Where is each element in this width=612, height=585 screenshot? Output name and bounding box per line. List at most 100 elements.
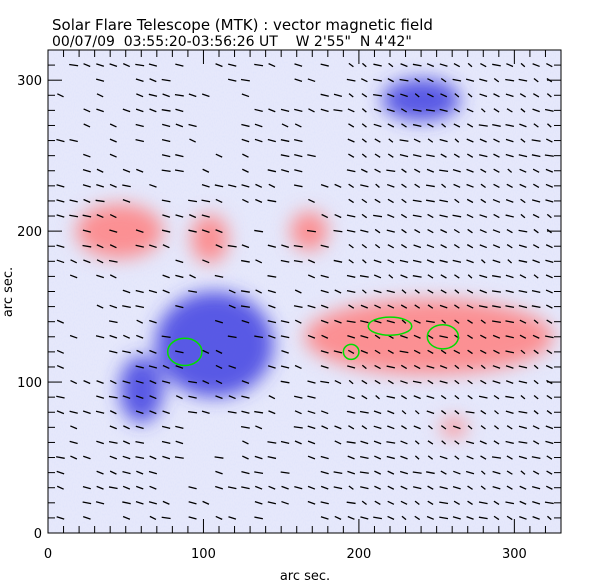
field-vector	[294, 169, 303, 173]
field-vector	[267, 455, 277, 460]
field-vector	[414, 410, 420, 415]
field-vector	[453, 349, 461, 354]
field-vector	[400, 440, 408, 445]
field-vector	[467, 228, 473, 234]
field-vector	[427, 334, 434, 339]
field-vector	[494, 410, 499, 415]
field-vector	[453, 425, 461, 430]
field-vector	[492, 123, 501, 127]
field-vector	[280, 259, 290, 263]
field-vector	[241, 138, 250, 143]
field-vector	[479, 214, 488, 218]
field-vector	[320, 108, 329, 113]
field-vector	[519, 516, 527, 520]
field-vector	[373, 425, 382, 430]
field-vector	[161, 440, 171, 444]
field-vector	[281, 485, 289, 490]
y-axis-label: arc sec.	[1, 267, 16, 317]
field-vector	[95, 410, 105, 414]
field-vector	[453, 62, 461, 68]
field-vector	[439, 259, 448, 263]
field-vector	[454, 440, 460, 445]
field-vector	[202, 500, 210, 505]
field-vector	[400, 304, 408, 309]
field-vector	[201, 410, 210, 415]
field-vector	[123, 334, 130, 339]
negative-polarity-region	[382, 78, 460, 121]
field-vector	[240, 305, 250, 308]
field-vector	[387, 379, 394, 385]
field-vector	[215, 349, 223, 354]
field-vector	[294, 410, 302, 415]
contour-ellipse	[166, 337, 203, 367]
field-vector	[214, 319, 224, 324]
field-vector	[188, 199, 198, 203]
field-vector	[294, 139, 303, 143]
field-vector	[374, 364, 381, 370]
field-vector	[135, 63, 145, 67]
field-vector	[307, 410, 316, 415]
field-vector	[228, 395, 236, 400]
field-vector	[268, 395, 276, 400]
field-vector	[347, 395, 355, 400]
field-vector	[360, 440, 369, 445]
field-vector	[346, 410, 356, 414]
field-vector	[399, 470, 408, 475]
field-vector	[480, 379, 487, 385]
field-vector	[307, 500, 316, 505]
field-vector	[333, 350, 343, 354]
field-vector	[333, 109, 343, 112]
field-vector	[453, 500, 460, 505]
field-vector	[201, 214, 210, 218]
field-vector	[399, 78, 409, 82]
field-vector	[439, 486, 448, 490]
field-vector	[333, 259, 343, 263]
field-vector	[493, 394, 500, 400]
field-vector	[491, 456, 502, 459]
field-vector	[281, 500, 289, 505]
field-vector	[347, 349, 355, 355]
field-vector	[215, 485, 223, 490]
field-vector	[518, 78, 528, 82]
field-vector	[361, 213, 368, 219]
field-vector	[505, 289, 514, 294]
field-vector	[439, 335, 448, 339]
field-vector	[149, 455, 157, 460]
field-vector	[387, 349, 394, 355]
field-vector	[175, 154, 184, 158]
field-vector	[401, 410, 407, 415]
field-vector	[544, 154, 554, 157]
field-vector	[149, 349, 157, 354]
field-vector	[307, 334, 316, 339]
field-vector	[546, 349, 553, 355]
field-vector	[202, 259, 210, 264]
field-vector	[467, 274, 473, 279]
field-vector	[412, 108, 422, 112]
field-vector	[149, 183, 157, 188]
field-vector	[280, 335, 290, 339]
field-vector	[519, 93, 526, 98]
field-vector	[242, 168, 249, 173]
field-vector	[56, 395, 65, 399]
field-vector	[308, 108, 315, 113]
field-vector	[546, 319, 553, 324]
field-vector	[307, 440, 316, 445]
field-vector	[347, 334, 356, 339]
field-vector	[280, 139, 290, 143]
field-vector	[348, 485, 354, 490]
field-vector	[135, 229, 144, 233]
field-vector	[519, 168, 527, 173]
field-vector	[149, 380, 157, 385]
field-vector	[492, 365, 501, 369]
field-vector	[505, 123, 514, 127]
field-vector	[56, 470, 65, 475]
field-vector	[465, 410, 475, 414]
field-vector	[227, 244, 237, 248]
field-vector	[148, 289, 158, 294]
field-vector	[241, 455, 249, 460]
field-vector	[400, 93, 408, 98]
field-vector	[480, 410, 487, 415]
field-vector	[149, 78, 157, 83]
field-vector	[519, 334, 527, 339]
